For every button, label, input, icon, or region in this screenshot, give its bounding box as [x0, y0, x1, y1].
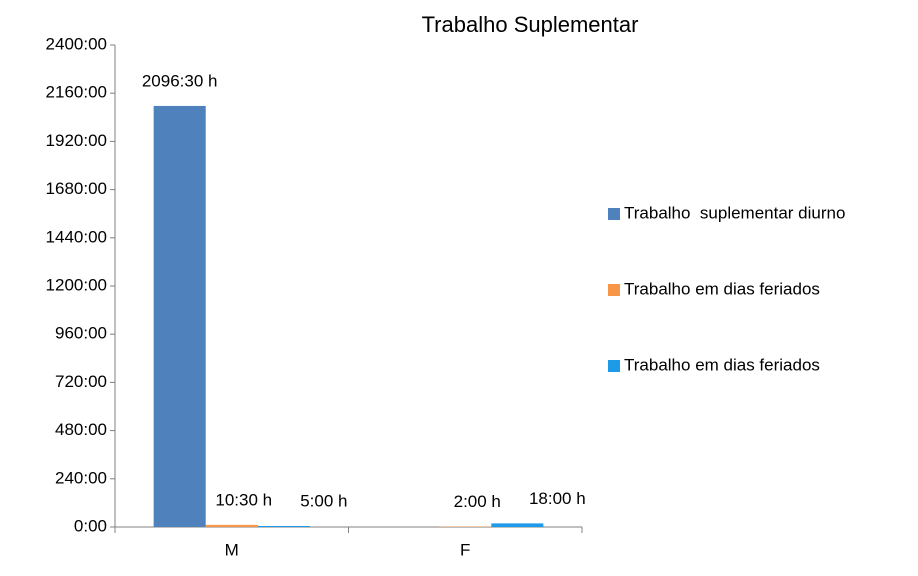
x-tick-label: M — [225, 540, 239, 559]
y-tick-label: 1920:00 — [46, 131, 107, 150]
y-tick-label: 240:00 — [55, 468, 107, 487]
legend-swatch — [608, 284, 620, 296]
chart-title: Trabalho Suplementar — [422, 12, 639, 37]
bar — [205, 524, 258, 527]
y-tick-label: 1680:00 — [46, 179, 107, 198]
y-tick-label: 2400:00 — [46, 34, 107, 53]
legend-label: Trabalho em dias feriados — [624, 355, 820, 374]
bar — [491, 523, 544, 527]
legend-swatch — [608, 208, 620, 220]
y-tick-label: 2160:00 — [46, 83, 107, 102]
data-label: 2096:30 h — [142, 71, 218, 90]
data-label: 10:30 h — [215, 490, 272, 509]
x-tick-label: F — [460, 540, 470, 559]
bar — [153, 105, 206, 528]
y-tick-label: 480:00 — [55, 420, 107, 439]
y-tick-label: 960:00 — [55, 324, 107, 343]
data-label: 2:00 h — [454, 492, 501, 511]
y-tick-label: 0:00 — [74, 516, 107, 535]
legend-label: Trabalho suplementar diurno — [624, 203, 845, 222]
data-label: 18:00 h — [529, 489, 586, 508]
y-tick-label: 720:00 — [55, 372, 107, 391]
bar — [257, 525, 310, 527]
data-label: 5:00 h — [300, 491, 347, 510]
legend-swatch — [608, 360, 620, 372]
legend-label: Trabalho em dias feriados — [624, 279, 820, 298]
y-tick-label: 1440:00 — [46, 227, 107, 246]
y-tick-label: 1200:00 — [46, 275, 107, 294]
